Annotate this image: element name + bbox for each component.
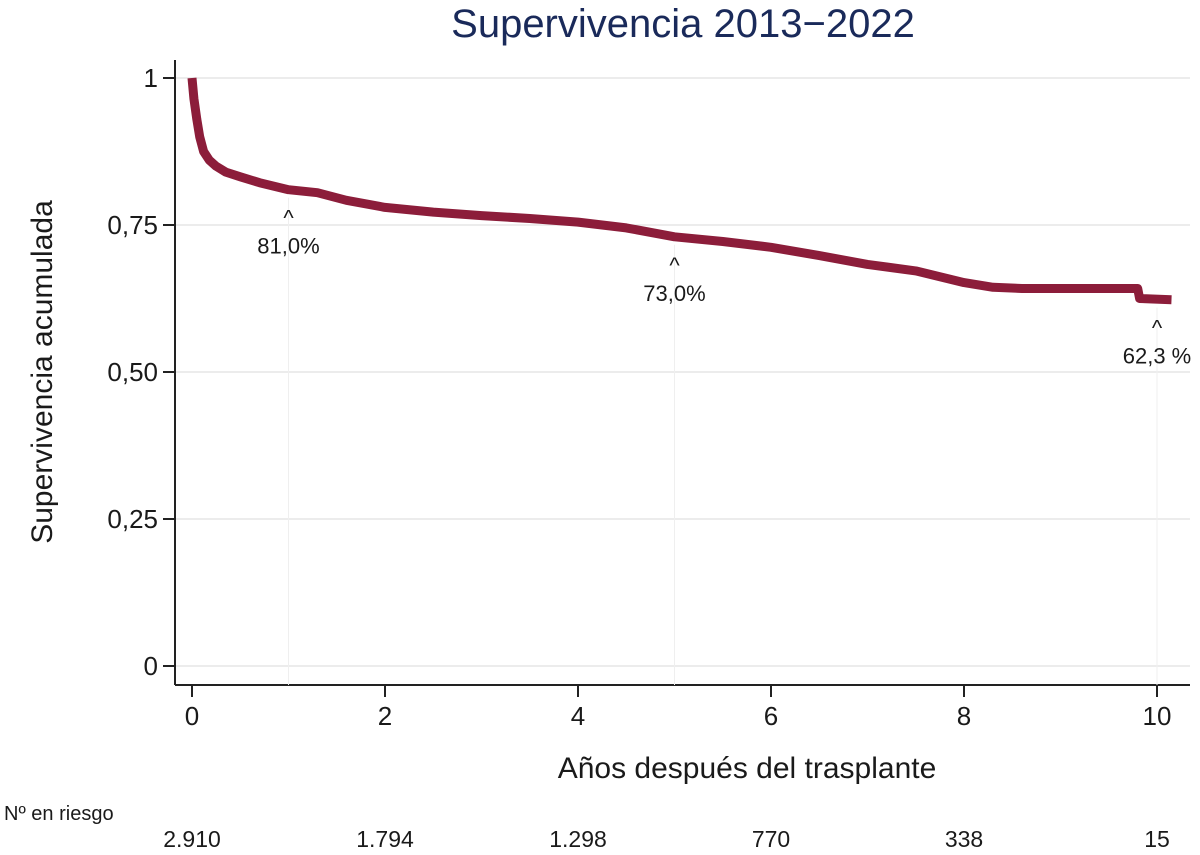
y-tick-label: 0,25 <box>107 504 158 534</box>
annotations: ^ 81,0% ^ 73,0% ^ 62,3 % <box>257 197 1192 685</box>
x-tick-label: 4 <box>571 701 585 731</box>
risk-value: 15 <box>1144 826 1170 852</box>
series-group <box>187 77 1172 305</box>
y-tick-label: 0 <box>144 651 158 681</box>
annotation-label: 62,3 % <box>1123 344 1192 369</box>
x-tick-label: 2 <box>378 701 392 731</box>
y-ticks: 0 0,25 0,50 0,75 1 <box>107 63 175 681</box>
risk-table: 2.910 1.794 1.298 770 338 15 <box>163 826 1170 852</box>
y-tick-label: 1 <box>144 63 158 93</box>
risk-value: 2.910 <box>163 826 221 852</box>
x-tick-label: 8 <box>957 701 971 731</box>
annotation-caret: ^ <box>1152 316 1163 341</box>
survival-curve <box>187 77 1172 305</box>
x-tick-label: 10 <box>1143 701 1172 731</box>
x-axis-title: Años después del trasplante <box>558 752 937 785</box>
annotation-caret: ^ <box>283 206 294 231</box>
risk-value: 1.298 <box>549 826 607 852</box>
x-ticks: 0 2 4 6 8 10 <box>185 685 1172 731</box>
risk-value: 770 <box>752 826 790 852</box>
risk-table-label: Nº en riesgo <box>4 803 114 825</box>
x-tick-label: 6 <box>764 701 778 731</box>
annotation-label: 73,0% <box>643 281 705 306</box>
y-axis-title: Supervivencia acumulada <box>26 200 59 544</box>
annotation-caret: ^ <box>669 253 680 278</box>
x-tick-label: 0 <box>185 701 199 731</box>
chart-title: Supervivencia 2013−2022 <box>451 2 915 46</box>
y-tick-label: 0,75 <box>107 210 158 240</box>
annotation-label: 81,0% <box>257 234 319 259</box>
risk-value: 1.794 <box>356 826 414 852</box>
grid-lines <box>175 77 1190 667</box>
risk-value: 338 <box>945 826 983 852</box>
y-tick-label: 0,50 <box>107 357 158 387</box>
